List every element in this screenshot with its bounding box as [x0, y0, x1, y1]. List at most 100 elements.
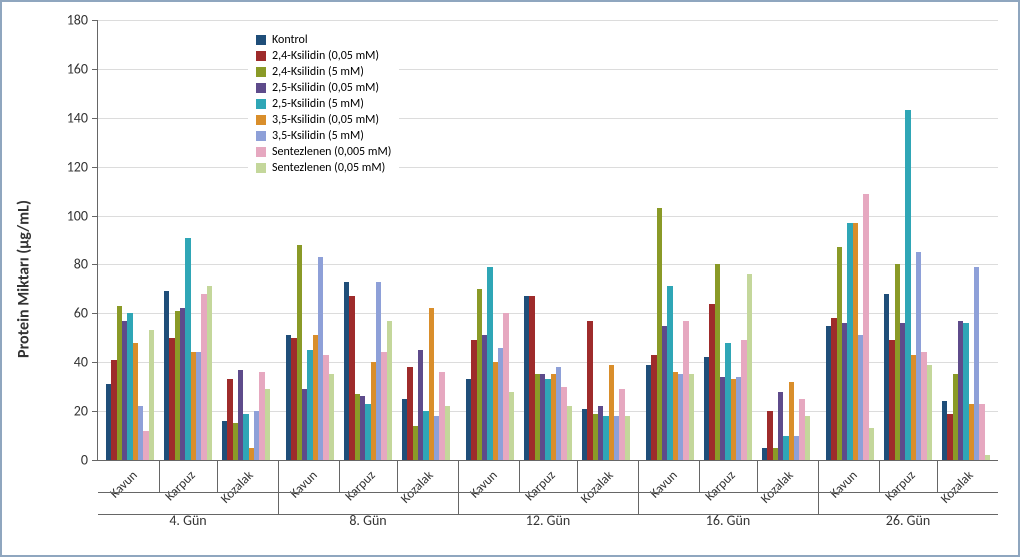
- legend-item: 2,5-Ksilidin (0,05 mM): [256, 80, 391, 96]
- bar: [747, 274, 752, 460]
- x-inner-label: Kozalak: [218, 468, 257, 507]
- bar: [567, 406, 572, 460]
- legend-label: 2,4-Ksilidin (0,05 mM): [272, 48, 379, 64]
- bar-cluster: [884, 20, 932, 460]
- x-sep-outer: [818, 460, 819, 514]
- x-sep-inner: [699, 460, 700, 492]
- legend-item: 2,4-Ksilidin (0,05 mM): [256, 48, 391, 64]
- legend-item: 2,4-Ksilidin (5 mM): [256, 64, 391, 80]
- x-sep-outer: [638, 460, 639, 514]
- legend-label: 3,5-Ksilidin (0,05 mM): [272, 112, 379, 128]
- legend-swatch: [256, 99, 266, 109]
- y-tick: [92, 460, 98, 461]
- bar: [265, 389, 270, 460]
- y-tick: [92, 167, 98, 168]
- legend-label: 2,5-Ksilidin (0,05 mM): [272, 80, 379, 96]
- bar: [979, 404, 984, 460]
- bar: [387, 321, 392, 460]
- bar-cluster: [402, 20, 450, 460]
- x-sep-inner: [577, 460, 578, 492]
- y-tick: [92, 362, 98, 363]
- x-inner-label: Kavun: [107, 468, 140, 501]
- y-axis-label: Protein Miktarı (µg/mL): [15, 200, 34, 358]
- y-tick-label: 140: [67, 109, 88, 126]
- legend-swatch: [256, 35, 266, 45]
- legend-item: 3,5-Ksilidin (0,05 mM): [256, 112, 391, 128]
- bar: [863, 194, 868, 460]
- legend-swatch: [256, 131, 266, 141]
- x-inner-label: Kozalak: [578, 468, 617, 507]
- bar: [689, 374, 694, 460]
- bar-cluster: [646, 20, 694, 460]
- bar: [445, 406, 450, 460]
- x-inner-label: Kavun: [827, 468, 860, 501]
- x-sep-inner: [397, 460, 398, 492]
- y-tick: [92, 216, 98, 217]
- bar-cluster: [524, 20, 572, 460]
- bar: [625, 416, 630, 460]
- legend-item: Kontrol: [256, 32, 391, 48]
- legend-swatch: [256, 147, 266, 157]
- bar: [869, 428, 874, 460]
- bar-cluster: [826, 20, 874, 460]
- x-secondary-baseline: [98, 492, 998, 493]
- legend-swatch: [256, 115, 266, 125]
- y-tick-label: 180: [67, 12, 88, 29]
- x-inner-label: Kozalak: [938, 468, 977, 507]
- y-tick: [92, 411, 98, 412]
- legend-item: Sentezlenen (0,05 mM): [256, 160, 391, 176]
- bar: [927, 365, 932, 460]
- chart-container: Protein Miktarı (µg/mL) Kontrol2,4-Ksili…: [0, 0, 1020, 557]
- bar: [207, 286, 212, 460]
- y-tick: [92, 118, 98, 119]
- legend-label: 3,5-Ksilidin (5 mM): [272, 128, 364, 144]
- y-tick-label: 80: [74, 256, 88, 273]
- bar-cluster: [942, 20, 990, 460]
- x-inner-label: Karpuz: [162, 468, 198, 504]
- x-inner-label: Kavun: [287, 468, 320, 501]
- y-tick-label: 160: [67, 60, 88, 77]
- plot-area: Kontrol2,4-Ksilidin (0,05 mM)2,4-Ksilidi…: [97, 20, 998, 461]
- x-inner-label: Karpuz: [882, 468, 918, 504]
- x-sep-outer: [278, 460, 279, 514]
- x-inner-label: Karpuz: [522, 468, 558, 504]
- bar-cluster: [164, 20, 212, 460]
- bar: [985, 455, 990, 460]
- y-tick: [92, 313, 98, 314]
- y-tick-label: 40: [74, 354, 88, 371]
- x-sep-inner: [339, 460, 340, 492]
- legend-swatch: [256, 67, 266, 77]
- legend-label: 2,4-Ksilidin (5 mM): [272, 64, 364, 80]
- y-tick-label: 20: [74, 403, 88, 420]
- x-sep-inner: [217, 460, 218, 492]
- bar-cluster: [466, 20, 514, 460]
- bar-cluster: [704, 20, 752, 460]
- legend-item: 2,5-Ksilidin (5 mM): [256, 96, 391, 112]
- y-tick: [92, 20, 98, 21]
- y-tick-label: 60: [74, 305, 88, 322]
- bar: [509, 392, 514, 460]
- y-tick-label: 100: [67, 207, 88, 224]
- x-sep-inner: [519, 460, 520, 492]
- x-inner-label: Kavun: [647, 468, 680, 501]
- x-inner-label: Kozalak: [758, 468, 797, 507]
- x-inner-label: Karpuz: [342, 468, 378, 504]
- bar-cluster: [762, 20, 810, 460]
- bar-cluster: [106, 20, 154, 460]
- x-sep-inner: [937, 460, 938, 492]
- legend: Kontrol2,4-Ksilidin (0,05 mM)2,4-Ksilidi…: [248, 28, 399, 180]
- x-inner-label: Kozalak: [398, 468, 437, 507]
- y-tick-label: 0: [81, 452, 88, 469]
- legend-item: Sentezlenen (0,005 mM): [256, 144, 391, 160]
- y-tick-label: 120: [67, 158, 88, 175]
- bar: [329, 374, 334, 460]
- y-tick: [92, 69, 98, 70]
- y-tick: [92, 264, 98, 265]
- legend-swatch: [256, 163, 266, 173]
- legend-label: Sentezlenen (0,05 mM): [272, 160, 385, 176]
- x-tertiary-baseline: [98, 514, 998, 515]
- x-sep-inner: [159, 460, 160, 492]
- x-sep-outer: [458, 460, 459, 514]
- bar: [805, 416, 810, 460]
- x-inner-label: Kavun: [467, 468, 500, 501]
